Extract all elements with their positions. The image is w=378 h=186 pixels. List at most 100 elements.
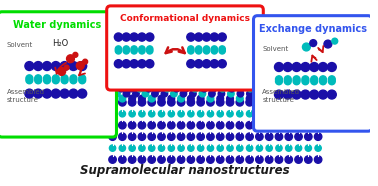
Circle shape [210,33,218,41]
Circle shape [293,76,300,83]
Circle shape [119,145,125,151]
Circle shape [194,81,200,87]
Circle shape [310,90,319,99]
Circle shape [184,66,190,72]
Circle shape [146,33,154,41]
Text: Solvent: Solvent [7,42,33,48]
Circle shape [237,95,243,102]
Circle shape [60,62,69,70]
Circle shape [266,90,272,97]
Circle shape [177,156,185,163]
Circle shape [227,95,233,102]
Circle shape [220,86,226,92]
Circle shape [305,145,311,151]
Circle shape [265,133,273,140]
Circle shape [241,62,246,67]
Circle shape [195,60,203,68]
Circle shape [180,62,185,67]
Circle shape [149,111,155,117]
Circle shape [123,90,130,97]
Circle shape [109,95,116,102]
Circle shape [129,145,135,151]
Circle shape [274,62,284,71]
Circle shape [119,121,126,129]
Circle shape [217,121,224,129]
Circle shape [115,60,122,68]
Circle shape [276,76,282,83]
Circle shape [176,81,182,87]
Circle shape [315,111,321,117]
Circle shape [149,62,154,67]
Circle shape [265,81,271,87]
Circle shape [76,62,84,70]
Circle shape [139,46,145,52]
Circle shape [239,76,245,82]
Circle shape [229,86,235,92]
Circle shape [211,46,217,52]
Circle shape [236,121,243,129]
Circle shape [165,71,171,77]
Circle shape [158,111,165,117]
Circle shape [256,156,263,163]
Circle shape [129,95,135,102]
Circle shape [295,111,302,117]
Circle shape [328,76,335,83]
Circle shape [138,133,146,140]
Circle shape [158,145,165,151]
Circle shape [240,71,246,77]
Circle shape [207,156,214,163]
Circle shape [129,111,135,117]
Circle shape [218,33,226,41]
Circle shape [284,78,291,85]
Circle shape [214,52,219,57]
Circle shape [133,90,139,97]
Circle shape [193,52,198,57]
Circle shape [246,145,253,151]
Circle shape [203,81,209,87]
Circle shape [257,66,262,72]
Circle shape [332,38,338,44]
Circle shape [249,66,254,72]
Circle shape [171,90,177,97]
Circle shape [218,62,223,67]
Circle shape [141,81,147,87]
Circle shape [227,145,233,151]
Circle shape [152,66,158,72]
Circle shape [132,71,138,77]
Circle shape [164,86,170,92]
Circle shape [69,89,78,98]
Circle shape [190,71,196,77]
Circle shape [158,99,165,106]
Circle shape [207,99,214,106]
Circle shape [138,156,146,163]
Circle shape [148,121,155,129]
Circle shape [209,90,215,97]
Circle shape [168,66,174,72]
Circle shape [226,99,234,106]
Circle shape [171,52,176,57]
Circle shape [274,90,284,99]
Circle shape [310,62,319,71]
Circle shape [138,33,146,41]
Circle shape [246,99,253,106]
Circle shape [228,52,233,57]
Circle shape [275,90,282,97]
Circle shape [34,62,43,70]
Circle shape [217,66,222,72]
Circle shape [302,76,309,83]
Circle shape [167,133,175,140]
Circle shape [305,95,312,102]
Circle shape [319,76,327,83]
Circle shape [129,133,136,140]
Circle shape [310,40,317,46]
Circle shape [53,77,59,84]
Circle shape [229,81,236,87]
Circle shape [178,52,183,57]
Circle shape [295,99,302,106]
Circle shape [157,71,163,77]
Circle shape [153,76,159,82]
Circle shape [200,66,206,72]
Circle shape [175,57,180,62]
Circle shape [220,57,225,62]
Circle shape [148,133,155,140]
